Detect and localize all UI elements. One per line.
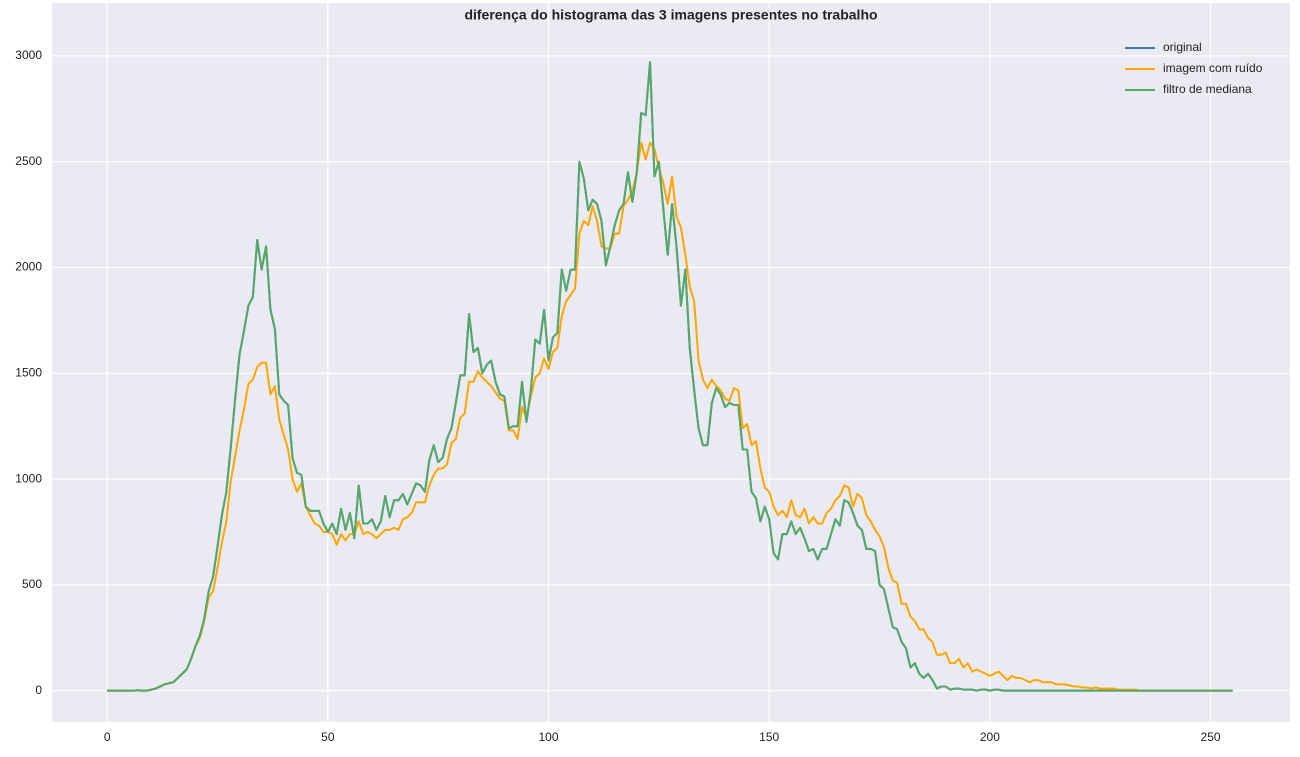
y-tick-label: 0 — [35, 683, 42, 697]
series-line — [107, 61, 1233, 692]
legend: original imagem com ruído filtro de median… — [1125, 40, 1263, 96]
x-tick-label: 250 — [1201, 730, 1221, 744]
x-tick-label: 100 — [539, 730, 559, 744]
y-tick-label: 2500 — [15, 154, 42, 168]
y-tick-label: 1500 — [15, 365, 42, 379]
legend-label: filtro de mediana — [1163, 82, 1252, 96]
chart-title: diferença do histograma das 3 imagens pr… — [464, 7, 877, 23]
series-line — [107, 141, 1233, 692]
legend-label: original — [1163, 40, 1202, 54]
y-tick-label: 500 — [22, 577, 42, 591]
y-tick-label: 2000 — [15, 260, 42, 274]
x-tick-label: 200 — [980, 730, 1000, 744]
x-tick-label: 150 — [759, 730, 779, 744]
x-tick-label: 0 — [104, 730, 111, 744]
y-tick-label: 3000 — [15, 48, 42, 62]
y-tick-label: 1000 — [15, 471, 42, 485]
x-tick-label: 50 — [321, 730, 335, 744]
legend-label: imagem com ruído — [1163, 61, 1263, 75]
plot-area — [52, 3, 1290, 722]
